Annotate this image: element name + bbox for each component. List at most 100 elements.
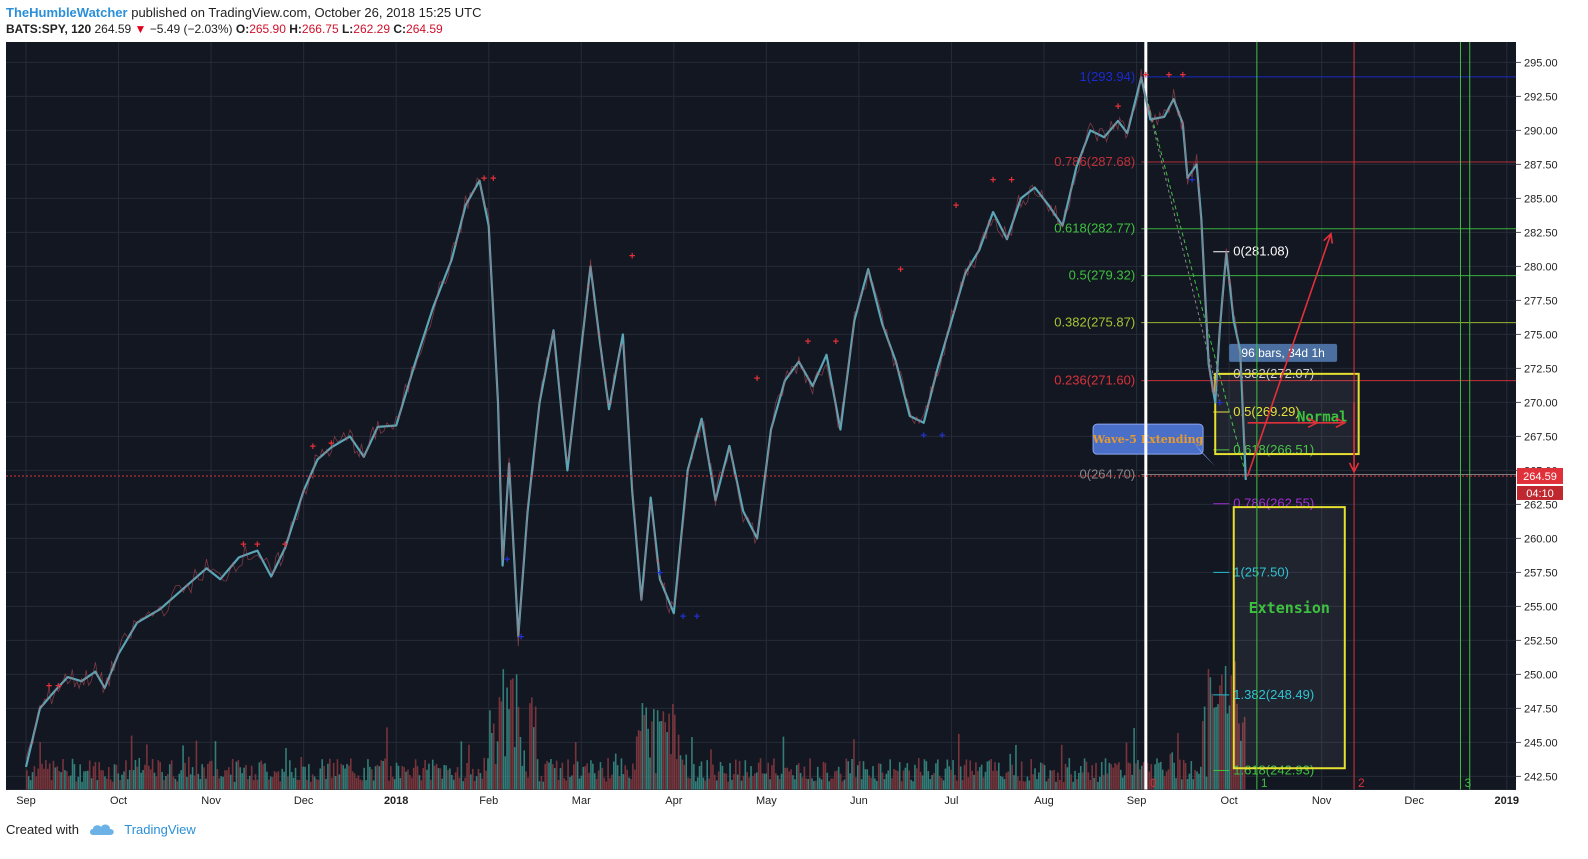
sell-signal-marker: + <box>55 680 61 692</box>
volume-bar <box>102 770 104 790</box>
volume-bar <box>1011 764 1013 790</box>
volume-bar <box>834 771 836 790</box>
volume-bar <box>189 774 192 790</box>
tradingview-link[interactable]: TradingView <box>124 822 196 837</box>
volume-bar <box>176 781 179 790</box>
volume-bar <box>1066 767 1069 790</box>
volume-bar <box>424 759 426 790</box>
x-axis-label: Aug <box>1034 795 1054 807</box>
volume-bar <box>957 733 960 790</box>
sell-signal-marker: + <box>805 336 811 348</box>
volume-bar <box>559 768 562 790</box>
volume-bar <box>868 775 870 790</box>
volume-bar <box>696 777 699 790</box>
volume-bar <box>351 771 354 790</box>
volume-bar <box>435 763 438 790</box>
sell-signal-marker: + <box>328 438 334 450</box>
volume-bar <box>1228 705 1231 790</box>
x-axis-label: Dec <box>1404 795 1424 807</box>
projection-arrows <box>1246 232 1360 477</box>
normal-arrow-right-head <box>1335 417 1347 429</box>
volume-bar <box>765 773 768 790</box>
volume-bar <box>327 763 329 790</box>
volume-bar <box>481 778 484 790</box>
volume-bar <box>896 771 899 790</box>
volume-bar <box>653 709 655 790</box>
author-link[interactable]: TheHumbleWatcher <box>6 5 128 20</box>
y-tick-label: 255.00 <box>1524 601 1558 613</box>
volume-bar <box>1085 761 1088 790</box>
volume-bar <box>736 774 739 790</box>
volume-bar <box>228 767 230 790</box>
volume-bar <box>733 774 735 790</box>
buy-signal-marker: + <box>1189 174 1195 186</box>
volume-bar <box>614 753 617 790</box>
volume-bar <box>811 778 813 790</box>
open-value: 265.90 <box>249 22 286 36</box>
volume-bar <box>1118 762 1120 790</box>
close-label: C: <box>393 22 407 36</box>
x-axis-label: Feb <box>479 795 498 807</box>
volume-bar <box>828 781 830 790</box>
volume-bar <box>755 772 758 790</box>
volume-bar <box>1022 781 1025 790</box>
y-tick-label: 257.50 <box>1524 567 1558 579</box>
volume-bar <box>1169 753 1172 790</box>
volume-bar <box>454 772 457 790</box>
volume-bar <box>790 769 792 790</box>
volume-bar <box>407 769 409 790</box>
volume-bar <box>60 772 62 790</box>
volume-bar <box>449 768 451 790</box>
y-tick-label: 242.50 <box>1524 771 1558 783</box>
volume-bar <box>1135 763 1137 790</box>
volume-bar <box>142 769 144 790</box>
volume-bar <box>1015 744 1017 790</box>
volume-bar <box>130 735 133 790</box>
volume-bar <box>277 771 280 790</box>
volume-bar <box>302 766 304 790</box>
volume-bar <box>565 780 567 790</box>
volume-bar <box>910 779 912 790</box>
volume-bar <box>77 776 80 790</box>
volume-bar <box>685 754 688 790</box>
price-chart[interactable]: 1(293.94) 0.786(287.68) 0.618(282.77) 0.5(2… <box>0 42 1588 814</box>
volume-bar <box>555 760 558 790</box>
volume-bar <box>948 766 951 790</box>
buy-signal-marker: + <box>1217 397 1223 409</box>
volume-bar <box>1091 765 1093 790</box>
volume-bar <box>996 770 998 790</box>
volume-bar <box>862 761 865 790</box>
volume-bar <box>1039 762 1042 790</box>
price-axis[interactable]: 295.00 292.50 290.00 287.50 285.00 282.50 280.… <box>1516 57 1558 783</box>
volume-bar <box>157 760 160 790</box>
volume-bar <box>1158 762 1160 790</box>
volume-bar <box>54 767 57 790</box>
fib-ext-label: 0.5(269.29) <box>1233 404 1300 419</box>
volume-bar <box>997 762 1000 790</box>
volume-bar <box>1159 761 1162 790</box>
time-axis[interactable]: Sep Oct Nov Dec 2018 Feb Mar Apr May Jun Jul Aug Sep… <box>6 789 1519 812</box>
volume-bar <box>950 769 952 790</box>
volume-bar <box>258 762 261 790</box>
volume-bar <box>123 771 125 790</box>
volume-bar <box>214 741 217 790</box>
volume-bar <box>1051 770 1053 790</box>
volume-bar <box>151 758 154 790</box>
volume-bar <box>656 710 659 790</box>
down-arrow-icon: ▼ <box>134 22 147 36</box>
volume-bar <box>317 779 320 790</box>
volume-bar <box>485 770 487 790</box>
volume-bar <box>797 763 800 790</box>
volume-bar <box>268 779 270 790</box>
volume-bar <box>1220 674 1223 790</box>
volume-bar <box>336 759 339 790</box>
volume-bar <box>224 770 226 790</box>
volume-bar <box>775 773 777 790</box>
volume-bar <box>1209 677 1212 790</box>
volume-bar <box>132 770 135 790</box>
volume-bar <box>1089 780 1092 790</box>
volume-bar <box>201 764 203 790</box>
volume-bar <box>529 703 531 790</box>
volume-bar <box>767 762 769 790</box>
price-series <box>24 69 1247 768</box>
